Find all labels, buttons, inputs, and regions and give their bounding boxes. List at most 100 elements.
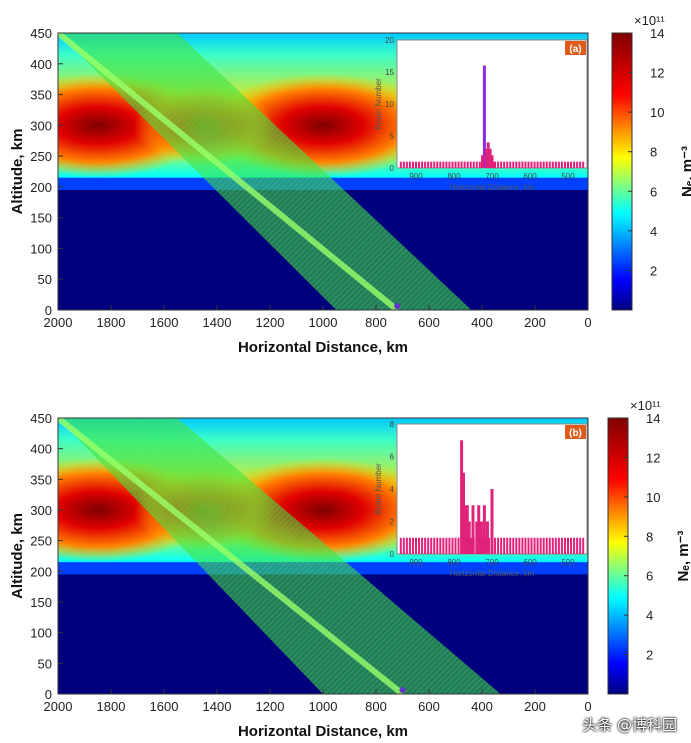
inset-baseline-bar xyxy=(460,161,463,168)
inset-y-tick-label: 8 xyxy=(390,420,395,429)
inset-x-axis-label: Horizontal Distance, km xyxy=(450,569,535,578)
inset-bar xyxy=(460,440,464,554)
x-tick-label: 1800 xyxy=(97,699,126,714)
x-tick-label: 1200 xyxy=(256,699,285,714)
inset-baseline-bar xyxy=(421,537,424,554)
inset-baseline-bar xyxy=(567,161,569,168)
inset-baseline-bar xyxy=(518,161,521,168)
inset-baseline-bar xyxy=(427,161,430,168)
y-tick-label: 350 xyxy=(30,472,52,487)
inset-baseline-bar xyxy=(469,161,472,168)
inset-baseline-bar xyxy=(536,161,539,168)
inset-baseline-bar xyxy=(445,537,448,554)
x-tick-label: 200 xyxy=(524,315,546,330)
inset-bar xyxy=(492,161,496,168)
inset-baseline-bar xyxy=(554,537,557,554)
inset-baseline-bar xyxy=(478,161,481,168)
inset-baseline-bar xyxy=(472,161,475,168)
inset-baseline-bar xyxy=(515,161,518,168)
inset-bar xyxy=(488,148,492,168)
beam-focus-ray xyxy=(58,418,405,694)
inset-baseline-bar xyxy=(497,537,500,554)
x-tick-label: 1400 xyxy=(203,315,232,330)
colorbar-tick-label: 2 xyxy=(650,263,657,278)
inset-bar xyxy=(490,155,494,168)
x-tick-label: 1600 xyxy=(150,699,179,714)
inset-baseline-bar xyxy=(521,161,524,168)
inset-bar xyxy=(477,505,481,554)
inset-baseline-bar xyxy=(500,537,503,554)
inset-baseline-bar xyxy=(509,537,512,554)
x-tick-label: 1400 xyxy=(203,699,232,714)
inset-baseline-bar xyxy=(436,161,439,168)
colorbar-tick-label: 2 xyxy=(646,648,653,663)
colorbar-label: Nₑ, m⁻³ xyxy=(679,146,691,197)
x-tick-label: 200 xyxy=(524,699,546,714)
y-tick-label: 150 xyxy=(30,211,52,226)
inset-bar xyxy=(484,148,488,168)
inset-baseline-bar xyxy=(530,537,533,554)
x-tick-label: 2000 xyxy=(44,315,73,330)
inset-baseline-bar xyxy=(573,161,576,168)
inset-baseline-bar xyxy=(439,161,442,168)
inset-baseline-bar xyxy=(469,537,472,554)
inset-baseline-bar xyxy=(439,537,442,554)
inset-x-tick-label: 700 xyxy=(485,558,499,567)
inset-bar xyxy=(462,472,465,554)
x-tick-label: 400 xyxy=(471,315,493,330)
inset-x-tick-label: 700 xyxy=(485,172,499,181)
inset-baseline-bar xyxy=(433,161,436,168)
inset-baseline-bar xyxy=(527,537,530,554)
inset-baseline-bar xyxy=(509,161,512,168)
beam-focus-point xyxy=(399,687,406,693)
inset-y-tick-label: 10 xyxy=(385,100,394,109)
y-tick-label: 250 xyxy=(30,534,52,549)
colorbar xyxy=(607,417,629,695)
colorbar-tick-label: 8 xyxy=(646,529,653,544)
inset-baseline-bar xyxy=(539,161,542,168)
inset-bar xyxy=(475,521,479,554)
y-tick-label: 50 xyxy=(38,272,52,287)
y-tick-label: 0 xyxy=(45,303,52,318)
inset-x-tick-label: 800 xyxy=(447,172,461,181)
inset-baseline-bar xyxy=(399,161,402,168)
chart-panel-a: 2000 1800 1600 1400 1200 1000 800 600 400 200 0050… xyxy=(9,13,691,356)
inset-baseline-bar xyxy=(542,537,545,554)
inset-baseline-bar xyxy=(494,537,497,554)
inset-baseline-bar xyxy=(448,161,451,168)
inset-x-tick-label: 900 xyxy=(409,172,423,181)
panel-tag: (b) xyxy=(569,428,582,439)
colorbar-label: Nₑ, m⁻³ xyxy=(675,530,691,581)
y-tick-label: 50 xyxy=(38,656,52,671)
inset-x-tick-label: 500 xyxy=(561,558,575,567)
x-tick-label: 1800 xyxy=(97,315,126,330)
y-tick-label: 150 xyxy=(30,595,52,610)
colorbar-tick-label: 6 xyxy=(650,184,657,199)
inset-baseline-bar xyxy=(408,161,411,168)
inset-baseline-bar xyxy=(430,161,433,168)
inset-baseline-bar xyxy=(582,537,585,554)
inset-bar xyxy=(482,505,486,554)
inset-baseline-bar xyxy=(576,537,579,554)
inset-baseline-bar xyxy=(418,161,421,168)
y-axis-label: Altitude, km xyxy=(9,129,26,215)
inset-baseline-bar xyxy=(487,537,490,554)
x-tick-label: 1000 xyxy=(309,315,338,330)
colorbar-tick-label: 6 xyxy=(646,569,653,584)
inset-baseline-bar xyxy=(433,537,436,554)
inset-y-tick-label: 0 xyxy=(390,164,395,173)
y-tick-label: 300 xyxy=(30,118,52,133)
x-tick-label: 2000 xyxy=(44,699,73,714)
y-tick-label: 100 xyxy=(30,241,52,256)
y-axis-label: Altitude, km xyxy=(9,513,26,599)
inset-baseline-bar xyxy=(560,537,563,554)
inset-baseline-bar xyxy=(542,161,545,168)
x-tick-label: 400 xyxy=(471,699,493,714)
inset-y-tick-label: 4 xyxy=(390,485,395,494)
inset-y-tick-label: 5 xyxy=(390,132,395,141)
colorbar xyxy=(611,32,633,311)
inset-x-tick-label: 500 xyxy=(561,172,575,181)
y-tick-label: 400 xyxy=(30,442,52,457)
inset-baseline-bar xyxy=(408,537,411,554)
